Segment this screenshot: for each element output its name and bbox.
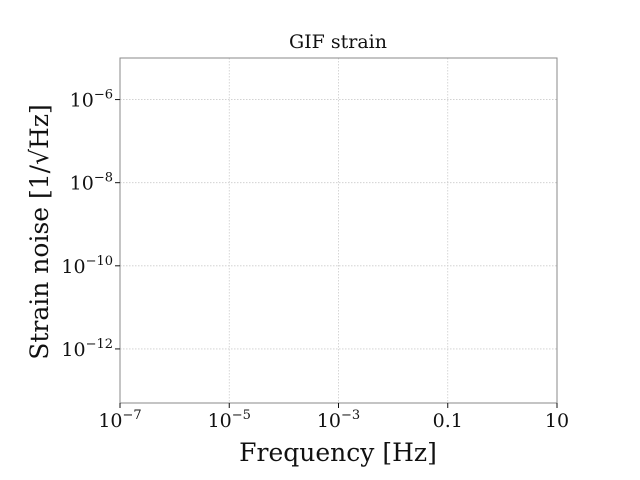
- x-tick-label: 10: [545, 410, 569, 432]
- x-tick-label: 10−3: [317, 408, 360, 432]
- y-tick-label: 10−8: [70, 171, 113, 195]
- x-axis-label: Frequency [Hz]: [239, 438, 437, 467]
- x-axis-ticks: 10−7 10−5 10−3 0.1 10: [98, 403, 569, 432]
- x-tick-label: 0.1: [433, 410, 463, 432]
- x-tick-label: 10−5: [208, 408, 251, 432]
- y-tick-label: 10−12: [61, 337, 113, 361]
- grid-lines: [120, 58, 557, 403]
- y-tick-label: 10−10: [61, 254, 113, 278]
- y-axis-ticks: 10−6 10−8 10−10 10−12: [61, 88, 120, 361]
- chart-title: GIF strain: [289, 31, 387, 53]
- y-axis-label: Strain noise [1/√Hz]: [25, 104, 54, 360]
- x-tick-label: 10−7: [98, 408, 141, 432]
- y-tick-label: 10−6: [70, 88, 113, 112]
